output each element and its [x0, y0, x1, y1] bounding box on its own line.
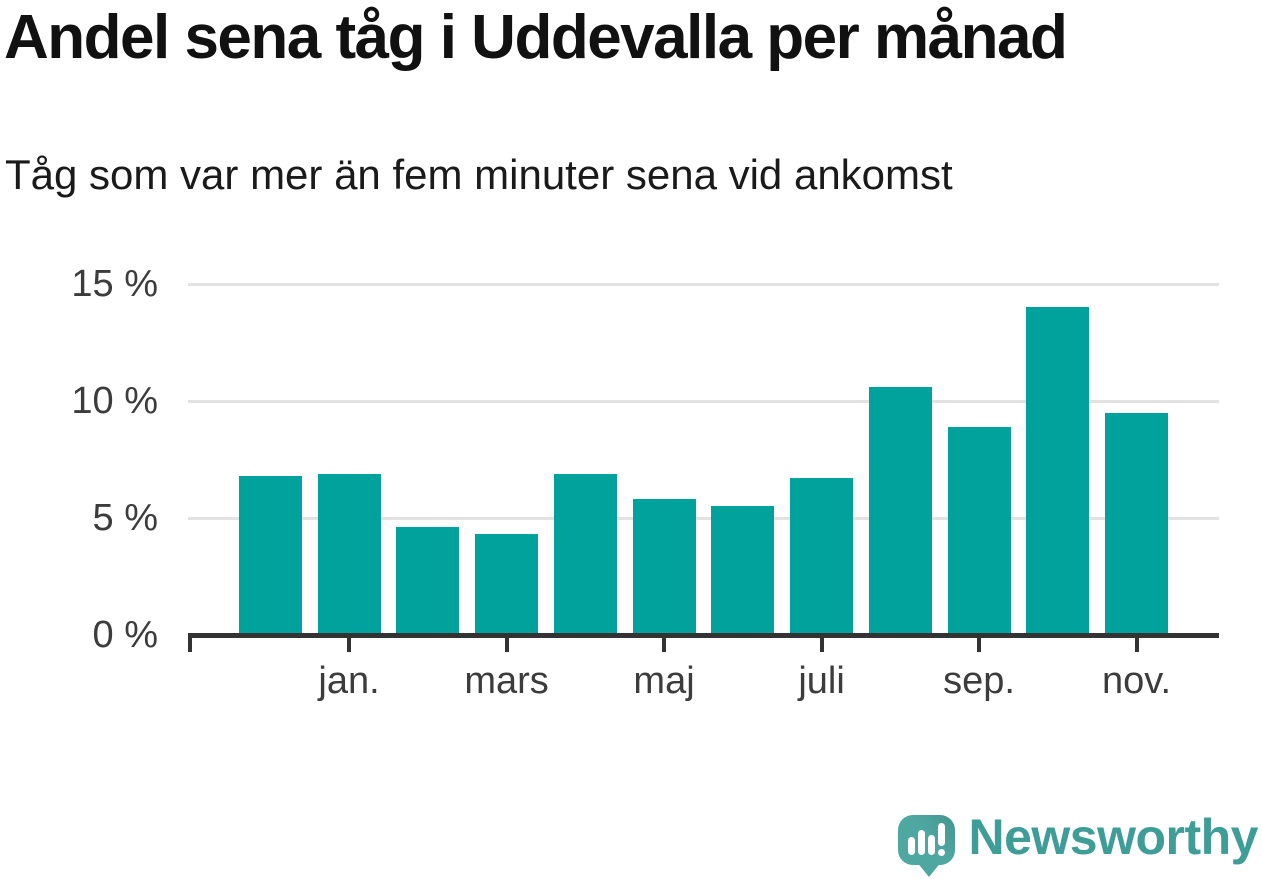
bar [947, 426, 1011, 637]
chart-subtitle: Tåg som var mer än fem minuter sena vid … [5, 151, 953, 198]
bar [868, 386, 932, 637]
x-tick [504, 638, 509, 652]
bar [317, 473, 381, 637]
gridline [188, 516, 1219, 520]
bar [238, 475, 302, 637]
bar [790, 478, 854, 637]
bar [711, 506, 775, 637]
y-tick-label: 5 % [92, 497, 158, 539]
speech-bubble-tail-icon [916, 861, 943, 877]
x-tick [347, 638, 352, 652]
y-tick-label: 15 % [71, 263, 158, 305]
x-tick-label: nov. [1102, 660, 1172, 702]
gridline [188, 399, 1219, 403]
y-tick-label: 0 % [92, 614, 158, 656]
speech-bubble-icon [898, 815, 956, 865]
exclamation-icon [938, 823, 946, 846]
bar [475, 534, 539, 637]
mini-bar-icon [928, 835, 936, 855]
x-tick-label: sep. [943, 660, 1015, 702]
mini-bar-icon [908, 837, 916, 855]
x-tick-label: mars [464, 660, 549, 702]
bar [396, 527, 460, 637]
x-tick [819, 638, 824, 652]
bar [1026, 307, 1090, 637]
exclamation-dot-icon [938, 849, 946, 856]
bar [553, 473, 617, 637]
newsworthy-logo-text: Newsworthy [968, 809, 1258, 865]
x-tick [662, 638, 667, 652]
x-tick-label: juli [798, 660, 845, 702]
x-tick [977, 638, 982, 652]
chart-title: Andel sena tåg i Uddevalla per månad [4, 3, 1068, 72]
x-tick-label: jan. [318, 660, 380, 702]
x-tick-label: maj [633, 660, 695, 702]
x-axis-start-tick [188, 636, 192, 652]
x-tick [1134, 638, 1139, 652]
x-axis-line [188, 633, 1219, 638]
bar [1105, 412, 1169, 637]
gridline [188, 282, 1219, 286]
bar [632, 499, 696, 637]
newsworthy-logo-icon [898, 807, 956, 877]
mini-bar-icon [918, 830, 926, 855]
y-tick-label: 10 % [71, 380, 158, 422]
newsworthy-logo: Newsworthy [898, 804, 1258, 877]
